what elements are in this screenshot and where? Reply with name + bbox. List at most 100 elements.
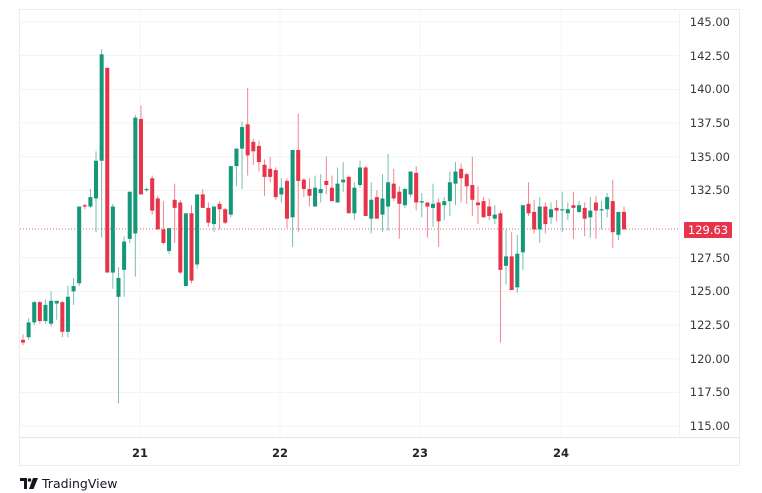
price-axis-label: 135.00 bbox=[689, 149, 730, 164]
candle bbox=[155, 198, 160, 230]
candle bbox=[436, 202, 441, 222]
price-axis-label: 115.00 bbox=[689, 419, 730, 434]
candle bbox=[301, 179, 306, 190]
candle bbox=[414, 172, 419, 203]
candle bbox=[116, 277, 121, 297]
candle bbox=[352, 187, 357, 214]
candle bbox=[195, 194, 200, 265]
candle bbox=[20, 339, 26, 343]
candle bbox=[341, 179, 346, 183]
candle bbox=[65, 296, 70, 332]
candle bbox=[453, 171, 458, 184]
candle bbox=[470, 184, 475, 200]
candle bbox=[172, 199, 177, 208]
candle bbox=[408, 171, 413, 195]
price-axis-label: 137.50 bbox=[689, 116, 730, 131]
candle bbox=[599, 209, 604, 211]
candle bbox=[419, 201, 424, 203]
candle bbox=[464, 174, 469, 187]
candle bbox=[93, 160, 99, 199]
time-axis-label: 23 bbox=[411, 446, 429, 460]
candle bbox=[32, 302, 37, 323]
candle bbox=[475, 202, 480, 206]
candle bbox=[329, 187, 334, 202]
candle bbox=[537, 206, 542, 230]
price-axis-label: 122.50 bbox=[689, 318, 730, 333]
candle bbox=[324, 180, 329, 185]
candle bbox=[610, 201, 615, 233]
candle bbox=[571, 205, 576, 208]
candle bbox=[223, 209, 228, 223]
candle bbox=[240, 127, 245, 149]
candle bbox=[82, 205, 87, 207]
candle bbox=[520, 205, 525, 253]
candle bbox=[593, 202, 598, 211]
candle bbox=[386, 182, 391, 207]
candle bbox=[178, 202, 183, 273]
price-axis-label: 120.00 bbox=[689, 351, 730, 366]
candle bbox=[588, 210, 593, 218]
time-axis-label: 22 bbox=[271, 446, 289, 460]
candle bbox=[122, 241, 127, 270]
candle bbox=[442, 201, 447, 206]
candle bbox=[167, 228, 172, 251]
tradingview-logo-icon bbox=[20, 478, 38, 489]
candle bbox=[369, 199, 374, 219]
candle bbox=[509, 256, 514, 291]
candle bbox=[133, 117, 138, 234]
candle bbox=[88, 197, 93, 207]
candle bbox=[357, 167, 363, 185]
candle bbox=[183, 213, 188, 287]
candle bbox=[284, 180, 290, 219]
candle bbox=[43, 304, 48, 322]
candle bbox=[49, 300, 54, 324]
candle bbox=[515, 253, 520, 288]
candle bbox=[481, 201, 486, 218]
tradingview-logo[interactable]: TradingView bbox=[20, 476, 118, 491]
candle bbox=[307, 189, 312, 196]
candle bbox=[150, 178, 155, 211]
candle bbox=[554, 207, 559, 211]
candle bbox=[402, 189, 407, 206]
candle bbox=[459, 168, 464, 179]
candle bbox=[548, 209, 554, 218]
candle bbox=[200, 194, 205, 208]
time-axis-label: 21 bbox=[131, 446, 149, 460]
candle bbox=[313, 187, 318, 207]
candle bbox=[380, 198, 385, 215]
price-axis-separator bbox=[679, 9, 680, 437]
candle bbox=[110, 206, 115, 273]
candle bbox=[262, 164, 267, 177]
candle bbox=[71, 286, 76, 292]
candle bbox=[363, 167, 368, 216]
candle bbox=[425, 202, 430, 207]
candle bbox=[374, 197, 379, 219]
last-price-tag: 129.63 bbox=[684, 222, 732, 238]
candle bbox=[206, 207, 211, 223]
candle bbox=[26, 322, 31, 338]
price-axis-label: 132.50 bbox=[689, 183, 730, 198]
candle bbox=[532, 211, 537, 230]
candle bbox=[335, 183, 340, 203]
candle bbox=[144, 189, 149, 191]
price-axis-label: 142.50 bbox=[689, 48, 730, 63]
candle bbox=[105, 67, 110, 273]
price-axis-label: 127.50 bbox=[689, 250, 730, 265]
candle bbox=[391, 183, 396, 199]
candle bbox=[77, 206, 82, 284]
candle bbox=[577, 205, 582, 212]
candle bbox=[565, 209, 570, 214]
candle bbox=[318, 189, 323, 194]
candle bbox=[251, 141, 256, 152]
time-axis[interactable] bbox=[19, 437, 740, 467]
price-axis-label: 117.50 bbox=[689, 385, 730, 400]
price-axis-label: 145.00 bbox=[689, 15, 730, 29]
candle bbox=[161, 229, 166, 243]
candle bbox=[138, 118, 143, 195]
candle bbox=[234, 148, 239, 167]
candle bbox=[60, 302, 65, 332]
time-axis-label: 24 bbox=[552, 446, 570, 460]
candle bbox=[296, 149, 301, 181]
candle bbox=[256, 145, 261, 163]
